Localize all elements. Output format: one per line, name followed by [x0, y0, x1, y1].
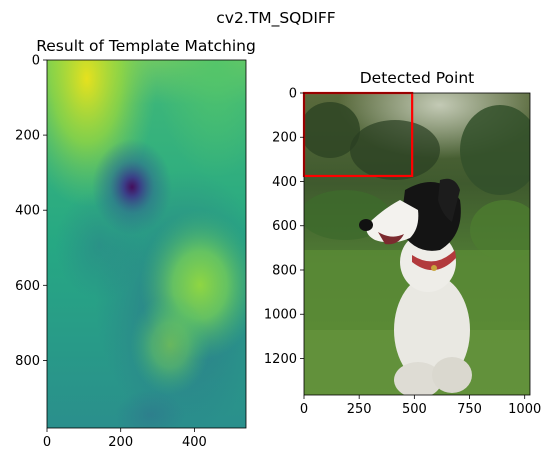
- heatmap-y-ticks: 0 200 400 600 800: [15, 54, 47, 369]
- heatmap-x-ticks: 0 200 400: [43, 428, 207, 450]
- heatmap-axes: Result of Template Matching 0 200 400 0 200…: [15, 37, 256, 450]
- photo-y-ticks: 0 200 400 600 800 1000 1200: [264, 87, 304, 367]
- heatmap-y-tick-label: 0: [32, 54, 40, 69]
- photo-x-tick-label: 0: [300, 402, 308, 417]
- heatmap-title: Result of Template Matching: [36, 37, 256, 55]
- photo-y-tick-label: 600: [272, 219, 297, 234]
- photo-x-tick-label: 500: [402, 402, 427, 417]
- photo-y-tick-label: 200: [272, 131, 297, 146]
- heatmap-y-tick-label: 200: [15, 129, 40, 144]
- photo-y-tick-label: 800: [272, 263, 297, 278]
- heatmap-y-tick-label: 800: [15, 354, 40, 369]
- photo-title: Detected Point: [360, 69, 474, 87]
- heatmap-x-tick-label: 400: [182, 435, 207, 450]
- heatmap-image: [47, 60, 246, 428]
- photo-axes: Detected Point: [264, 69, 541, 417]
- photo-y-tick-label: 0: [289, 87, 297, 102]
- heatmap-y-tick-label: 600: [15, 279, 40, 294]
- figure-suptitle: cv2.TM_SQDIFF: [216, 9, 336, 28]
- photo-y-tick-label: 1000: [264, 308, 297, 323]
- heatmap-y-tick-label: 400: [15, 204, 40, 219]
- photo-x-tick-label: 1000: [508, 402, 541, 417]
- heatmap-x-tick-label: 200: [108, 435, 133, 450]
- photo-y-tick-label: 1200: [264, 352, 297, 367]
- photo-y-tick-label: 400: [272, 175, 297, 190]
- photo-x-tick-label: 750: [457, 402, 482, 417]
- heatmap-x-tick-label: 0: [43, 435, 51, 450]
- photo-x-ticks: 0 250 500 750 1000: [300, 395, 541, 417]
- photo-x-tick-label: 250: [347, 402, 372, 417]
- dog-photo: [304, 93, 530, 395]
- dog: [359, 178, 472, 395]
